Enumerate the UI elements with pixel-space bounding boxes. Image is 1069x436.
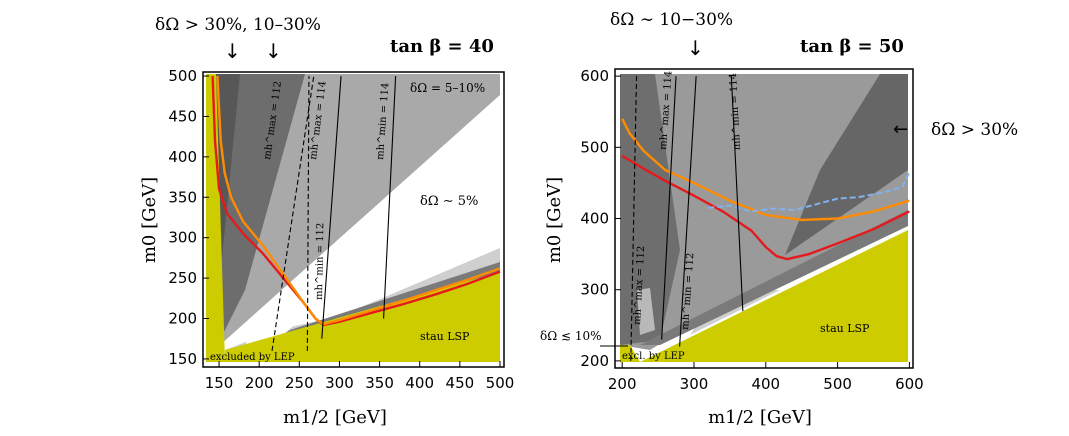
right-ylabel: m0 [GeV] bbox=[544, 177, 565, 263]
right-region-dark-upper-right bbox=[785, 74, 908, 255]
left-ytick-label-350: 350 bbox=[168, 188, 197, 206]
left-ytick-label-200: 200 bbox=[168, 310, 197, 328]
right-arrow: ↓ bbox=[687, 36, 704, 60]
left-ytick-label-300: 300 bbox=[168, 229, 197, 247]
left-series-orange bbox=[216, 75, 501, 326]
left-mh-line-1 bbox=[271, 75, 315, 351]
left-annot-lsp: stau LSP bbox=[420, 330, 470, 343]
left-ytick-label-450: 450 bbox=[168, 107, 197, 125]
left-regions bbox=[203, 72, 504, 367]
right-regions bbox=[615, 69, 913, 368]
left-ytick-label-150: 150 bbox=[168, 350, 197, 368]
left-xlabel: m1/2 [GeV] bbox=[283, 407, 387, 428]
right-annot-left: δΩ ≲ 10% bbox=[540, 329, 602, 343]
right-mh-label-2: mh^min = 114 bbox=[728, 73, 743, 151]
right-y-ticks: 200 300 400 500 600 bbox=[580, 67, 621, 370]
right-panel: 200 300 400 500 600 200 300 400 500 600 δΩ ∼ 10−… bbox=[540, 10, 1018, 428]
left-region-white-fill bbox=[245, 95, 500, 350]
left-plot-frame bbox=[202, 71, 505, 368]
right-ytick-label-200: 200 bbox=[580, 352, 609, 370]
right-mh-label-3: mh^max = 112 bbox=[632, 245, 647, 325]
left-xtick-label-350: 350 bbox=[365, 374, 394, 392]
left-mh-label-4: mh^min = 112 bbox=[314, 223, 326, 300]
right-xlabel: m1/2 [GeV] bbox=[708, 407, 812, 428]
right-xtick-label-500: 500 bbox=[823, 375, 852, 393]
right-region-lighter-left bbox=[637, 288, 655, 335]
left-annot-lep: excluded by LEP bbox=[210, 352, 295, 363]
right-xtick-label-600: 600 bbox=[895, 375, 924, 393]
right-ytick-label-400: 400 bbox=[580, 210, 609, 228]
left-arrow-1: ↓ bbox=[224, 39, 241, 63]
left-xtick-label-250: 250 bbox=[285, 374, 314, 392]
right-region-gray-band bbox=[640, 210, 908, 345]
right-series-blue-dashed bbox=[708, 171, 911, 213]
right-annot-top: δΩ ∼ 10−30% bbox=[610, 10, 733, 30]
right-series-orange bbox=[621, 118, 910, 222]
left-panel: 150 200 250 300 350 400 450 500 150 200 250 300 350… bbox=[139, 15, 514, 428]
left-title: tan β = 40 bbox=[390, 36, 494, 57]
left-xtick-label-150: 150 bbox=[205, 374, 234, 392]
right-annot-lsp: stau LSP bbox=[820, 322, 870, 335]
right-arrow-left: ← bbox=[893, 119, 908, 140]
right-region-stau-lsp bbox=[620, 230, 908, 362]
right-xtick-label-200: 200 bbox=[608, 375, 637, 393]
right-mh-lines bbox=[630, 76, 744, 361]
right-series-red bbox=[621, 154, 910, 261]
left-xtick-label-300: 300 bbox=[325, 374, 354, 392]
left-mh-lines bbox=[271, 75, 397, 351]
left-xtick-label-500: 500 bbox=[486, 374, 515, 392]
right-mh-line-4 bbox=[730, 76, 744, 312]
right-x-ticks: 200 300 400 500 600 bbox=[608, 362, 924, 393]
left-xtick-label-450: 450 bbox=[446, 374, 475, 392]
left-region-lep bbox=[206, 74, 225, 362]
right-mh-line-3 bbox=[679, 76, 697, 347]
left-ytick-label-500: 500 bbox=[168, 67, 197, 85]
right-mh-line-2 bbox=[661, 76, 677, 340]
right-series-group bbox=[621, 118, 911, 261]
left-x-ticks: 150 200 250 300 350 400 450 500 bbox=[205, 361, 515, 392]
left-annot-middle: δΩ ∼ 5% bbox=[420, 194, 478, 209]
right-xtick-label-300: 300 bbox=[680, 375, 709, 393]
right-xtick-label-400: 400 bbox=[751, 375, 780, 393]
right-ytick-label-600: 600 bbox=[580, 67, 609, 85]
left-annot-top: δΩ > 30%, 10–30% bbox=[155, 15, 321, 35]
left-ytick-label-400: 400 bbox=[168, 148, 197, 166]
left-ytick-label-250: 250 bbox=[168, 269, 197, 287]
right-region-lep bbox=[620, 345, 640, 362]
left-xtick-label-400: 400 bbox=[405, 374, 434, 392]
left-ylabel: m0 [GeV] bbox=[139, 177, 160, 263]
left-mh-line-3 bbox=[306, 76, 310, 351]
right-annot-lep: excl. by LEP bbox=[622, 351, 685, 362]
right-title: tan β = 50 bbox=[800, 36, 904, 57]
left-xtick-label-200: 200 bbox=[245, 374, 274, 392]
left-annot-upper-right: δΩ = 5–10% bbox=[410, 81, 485, 95]
left-mh-label-3: mh^min = 114 bbox=[375, 82, 391, 160]
right-region-light-wedge bbox=[690, 290, 780, 335]
left-y-ticks: 150 200 250 300 350 400 450 500 bbox=[168, 67, 209, 368]
left-arrow-2: ↓ bbox=[265, 39, 282, 63]
left-mh-line-4 bbox=[383, 76, 397, 319]
right-mh-label-4: mh^min = 112 bbox=[680, 252, 696, 330]
right-ytick-label-500: 500 bbox=[580, 138, 609, 156]
left-series-group bbox=[211, 75, 501, 327]
right-ytick-label-300: 300 bbox=[580, 281, 609, 299]
left-mh-line-2 bbox=[321, 76, 342, 339]
right-annot-right: δΩ > 30% bbox=[931, 120, 1018, 140]
